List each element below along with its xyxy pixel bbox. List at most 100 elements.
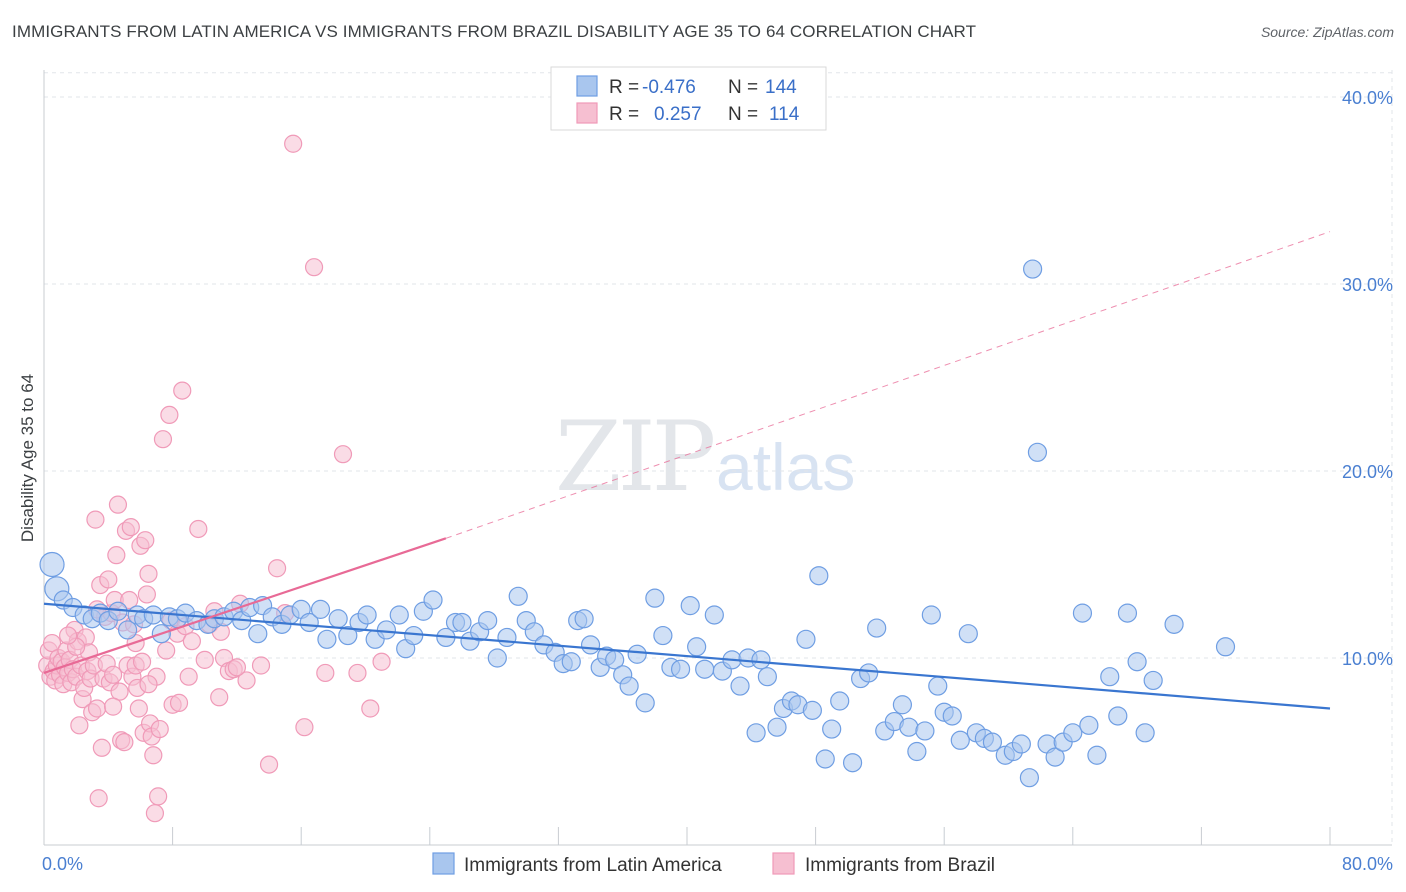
brazil-point-107 [169,693,189,712]
latin-america-point-132 [1164,614,1184,634]
latin-america-point-75 [695,659,715,679]
latin-america-point-0 [39,551,65,578]
latin-america-point-58 [561,652,581,672]
latin-america-point-79 [730,676,750,696]
bottom-legend-swatch-brazil [772,852,795,875]
latin-america-point-92 [822,719,842,739]
latin-america-point-72 [670,659,691,679]
latin-america-point-68 [635,693,655,713]
latin-america-point-102 [907,741,927,762]
latin-america-point-36 [357,605,377,625]
brazil-point-38 [99,570,118,589]
brazil-point-79 [182,632,201,651]
latin-america-point-115 [1011,734,1031,754]
latin-america-point-130 [1135,723,1155,743]
latin-america-point-49 [478,610,498,631]
latin-america-point-120 [1045,747,1065,767]
brazil-point-63 [139,564,158,583]
brazil-point-91 [259,755,279,774]
brazil-point-80 [189,519,208,539]
latin-america-point-124 [1079,715,1099,735]
brazil-point-104 [59,626,78,645]
latin-america-point-117 [1027,442,1048,462]
latin-america-point-82 [751,650,771,670]
legend-n-label-2: N = [728,104,758,125]
y-tick-labels: 10.0% 20.0% 30.0% 40.0% [1342,88,1393,669]
latin-america-point-84 [767,717,787,737]
latin-america-point-52 [508,586,528,606]
axes [43,70,1392,846]
brazil-point-44 [108,495,128,514]
latin-america-point-97 [867,618,887,638]
brazil-point-41 [104,665,123,684]
brazil-point-81 [195,650,214,669]
latin-america-trend-line [43,602,1331,710]
brazil-point-67 [145,804,165,823]
watermark-zip: ZIP [555,401,714,513]
latin-america-point-73 [680,596,700,616]
brazil-point-95 [295,718,314,737]
legend-box: R = -0.476 N = 144 R = 0.257 N = 114 [550,66,827,131]
latin-america-point-38 [376,620,396,640]
brazil-point-61 [136,531,155,550]
latin-america-point-34 [338,625,358,646]
latin-america-point-46 [452,612,472,633]
latin-america-point-12 [143,605,163,625]
latin-america-point-91 [815,749,835,769]
latin-america-point-108 [950,730,970,750]
brazil-point-111 [104,697,123,716]
legend-swatch-brazil [576,102,598,124]
latin-america-point-122 [1063,723,1083,743]
latin-america-point-50 [487,648,507,668]
brazil-point-20 [70,716,89,735]
latin-america-point-61 [580,635,601,655]
brazil-point-84 [210,688,229,707]
latin-america-point-33 [328,609,348,629]
brazil-point-71 [153,430,173,449]
brazil-point-105 [139,675,158,694]
brazil-point-100 [361,699,380,718]
latin-america-point-100 [892,695,913,715]
brazil-point-77 [173,381,192,400]
watermark: ZIP atlas [555,401,855,513]
latin-america-point-60 [574,609,594,629]
latin-america-point-39 [389,605,409,625]
trend-lines [43,231,1331,710]
latin-america-point-41 [404,625,424,646]
latin-america-point-125 [1087,745,1107,765]
latin-america-point-118 [1023,259,1043,279]
latin-america-point-67 [627,644,647,664]
brazil-point-97 [316,663,335,683]
brazil-point-57 [129,699,148,718]
legend-n-value-2: 114 [769,104,800,125]
brazil-point-66 [144,746,163,765]
chart-title: IMMIGRANTS FROM LATIN AMERICA VS IMMIGRA… [12,22,977,41]
brazil-point-89 [237,671,256,690]
y-tick-label-1: 20.0% [1342,462,1393,482]
source-label: Source: ZipAtlas.com [1260,24,1394,40]
brazil-point-110 [227,658,246,677]
watermark-atlas: atlas [716,430,855,504]
brazil-trend-line [43,537,447,675]
brazil-point-98 [333,445,353,464]
latin-america-point-69 [645,588,665,608]
latin-america-point-112 [982,732,1003,752]
latin-america-point-90 [809,566,829,586]
brazil-point-108 [179,667,198,686]
latin-america-point-81 [746,723,766,743]
brazil-point-92 [267,559,287,578]
brazil-point-101 [372,652,391,671]
brazil-point-69 [149,787,168,806]
brazil-point-52 [121,517,140,537]
latin-america-point-93 [830,691,850,711]
brazil-point-73 [160,405,179,424]
legend-n-value-1: 144 [765,77,797,98]
latin-america-point-129 [1127,652,1147,672]
brazil-point-94 [284,134,303,153]
latin-america-point-24 [248,624,268,644]
brazil-point-72 [157,641,176,660]
legend-r-value-1: -0.476 [642,77,696,98]
latin-america-point-66 [619,676,639,696]
brazil-point-48 [115,733,134,752]
